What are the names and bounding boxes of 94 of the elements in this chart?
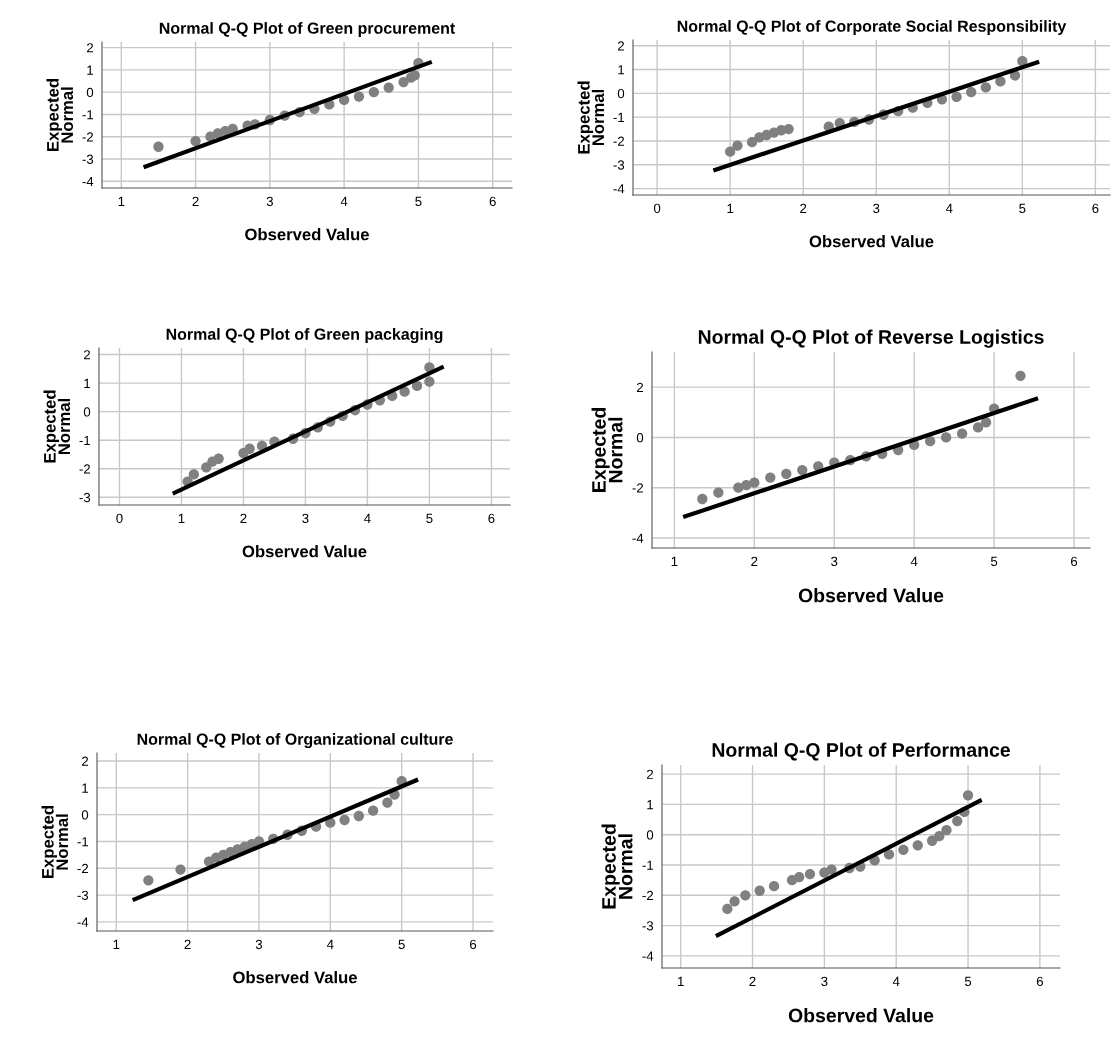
- x-tick-label: 1: [118, 196, 125, 206]
- x-tick-label: 3: [831, 556, 838, 567]
- y-tick-label: -4: [632, 533, 644, 543]
- y-tick-label: -1: [79, 435, 91, 445]
- y-tick-label: 1: [87, 65, 94, 75]
- x-tick-label: 1: [671, 556, 678, 566]
- y-axis-title: Expected Normal: [46, 79, 74, 151]
- x-tick-label: 5: [964, 976, 972, 987]
- y-tick-label: -2: [79, 464, 91, 474]
- x-tick-label: 2: [749, 976, 756, 986]
- y-tick-label: -3: [79, 492, 91, 503]
- x-tick-label: 3: [873, 203, 880, 214]
- y-tick-label: 0: [83, 407, 91, 417]
- x-tick-label: 5: [398, 939, 405, 950]
- y-tick-label: 2: [636, 382, 643, 392]
- y-tick-label: 0: [646, 830, 654, 840]
- x-tick-label: 6: [489, 196, 496, 207]
- y-tick-label: -1: [77, 837, 89, 847]
- x-tick-label: 3: [266, 196, 273, 207]
- x-tick-label: 5: [1019, 203, 1026, 214]
- y-tick-label: -3: [642, 921, 654, 931]
- x-axis-title: Observed Value: [788, 1008, 934, 1023]
- y-axis-title: Expected Normal: [43, 390, 71, 463]
- chart-title: Normal Q-Q Plot of Organizational culture: [137, 733, 453, 749]
- y-tick-label: 1: [82, 783, 89, 793]
- y-tick-label: 2: [86, 43, 93, 53]
- y-tick-label: -4: [613, 184, 625, 194]
- y-tick-label: -1: [613, 112, 625, 122]
- x-tick-label: 4: [364, 513, 371, 523]
- chart-title: Normal Q-Q Plot of Reverse Logistics: [698, 329, 1044, 348]
- chart-title: Normal Q-Q Plot of Corporate Social Responsibility: [677, 20, 1067, 35]
- y-tick-label: 1: [647, 800, 654, 810]
- x-tick-label: 6: [488, 513, 495, 524]
- x-tick-label: 5: [990, 556, 998, 567]
- x-tick-label: 2: [184, 939, 191, 949]
- y-tick-label: 0: [617, 88, 625, 99]
- x-tick-label: 4: [326, 939, 334, 949]
- x-tick-label: 3: [302, 513, 309, 524]
- x-tick-label: 2: [240, 513, 247, 523]
- x-axis-title: Observed Value: [242, 545, 367, 558]
- x-tick-label: 6: [1092, 203, 1099, 214]
- y-tick-label: -4: [77, 917, 89, 927]
- y-tick-label: -2: [642, 890, 654, 901]
- y-tick-label: 2: [646, 769, 653, 779]
- y-tick-label: -4: [82, 177, 94, 187]
- x-tick-label: 5: [415, 196, 422, 207]
- y-axis-title: Expected Normal: [577, 81, 605, 154]
- x-tick-label: 0: [116, 513, 123, 524]
- x-tick-label: 4: [340, 196, 348, 206]
- y-axis-title: Expected Normal: [601, 824, 633, 909]
- y-tick-label: -1: [642, 860, 654, 870]
- y-tick-label: -3: [613, 160, 625, 170]
- x-tick-label: 3: [255, 939, 263, 950]
- x-axis-title: Observed Value: [809, 235, 934, 248]
- x-tick-label: 5: [426, 513, 433, 524]
- chart-title: Normal Q-Q Plot of Green procurement: [159, 22, 456, 37]
- x-tick-label: 4: [892, 976, 900, 986]
- x-tick-label: 2: [751, 556, 758, 566]
- y-tick-label: 0: [86, 87, 94, 98]
- x-tick-label: 3: [821, 976, 828, 987]
- y-tick-label: -4: [642, 951, 654, 961]
- x-tick-label: 4: [910, 556, 918, 566]
- x-tick-label: 1: [678, 976, 684, 986]
- x-tick-label: 1: [727, 203, 734, 213]
- x-tick-label: 2: [800, 203, 807, 213]
- x-tick-label: 6: [1036, 976, 1043, 987]
- x-tick-label: 6: [1071, 556, 1078, 567]
- x-tick-label: 0: [653, 203, 661, 214]
- y-tick-label: 2: [83, 350, 90, 360]
- y-tick-label: 1: [618, 65, 625, 75]
- x-tick-label: 1: [113, 939, 120, 949]
- y-tick-label: -2: [77, 863, 89, 874]
- y-tick-label: 0: [636, 433, 644, 443]
- x-axis-title: Observed Value: [233, 971, 357, 984]
- y-tick-label: 1: [84, 378, 91, 388]
- y-tick-label: -2: [613, 136, 625, 146]
- y-axis-title: Expected Normal: [41, 806, 69, 878]
- x-tick-label: 1: [178, 513, 185, 523]
- y-axis-title: Expected Normal: [591, 408, 623, 492]
- chart-title: Normal Q-Q Plot of Green packaging: [166, 328, 443, 344]
- y-tick-label: 0: [81, 810, 89, 820]
- y-tick-label: 2: [81, 756, 88, 766]
- y-tick-label: 2: [617, 41, 624, 51]
- y-tick-label: -3: [77, 890, 89, 900]
- x-axis-title: Observed Value: [245, 228, 369, 241]
- x-tick-label: 6: [470, 939, 477, 950]
- y-tick-label: -3: [82, 154, 94, 164]
- x-tick-label: 4: [945, 203, 953, 213]
- x-axis-title: Observed Value: [798, 588, 944, 603]
- y-tick-label: -1: [82, 110, 94, 120]
- chart-title: Normal Q-Q Plot of Performance: [712, 742, 1010, 761]
- x-tick-label: 2: [192, 196, 199, 206]
- y-tick-label: -2: [82, 132, 94, 142]
- y-tick-label: -2: [632, 483, 644, 493]
